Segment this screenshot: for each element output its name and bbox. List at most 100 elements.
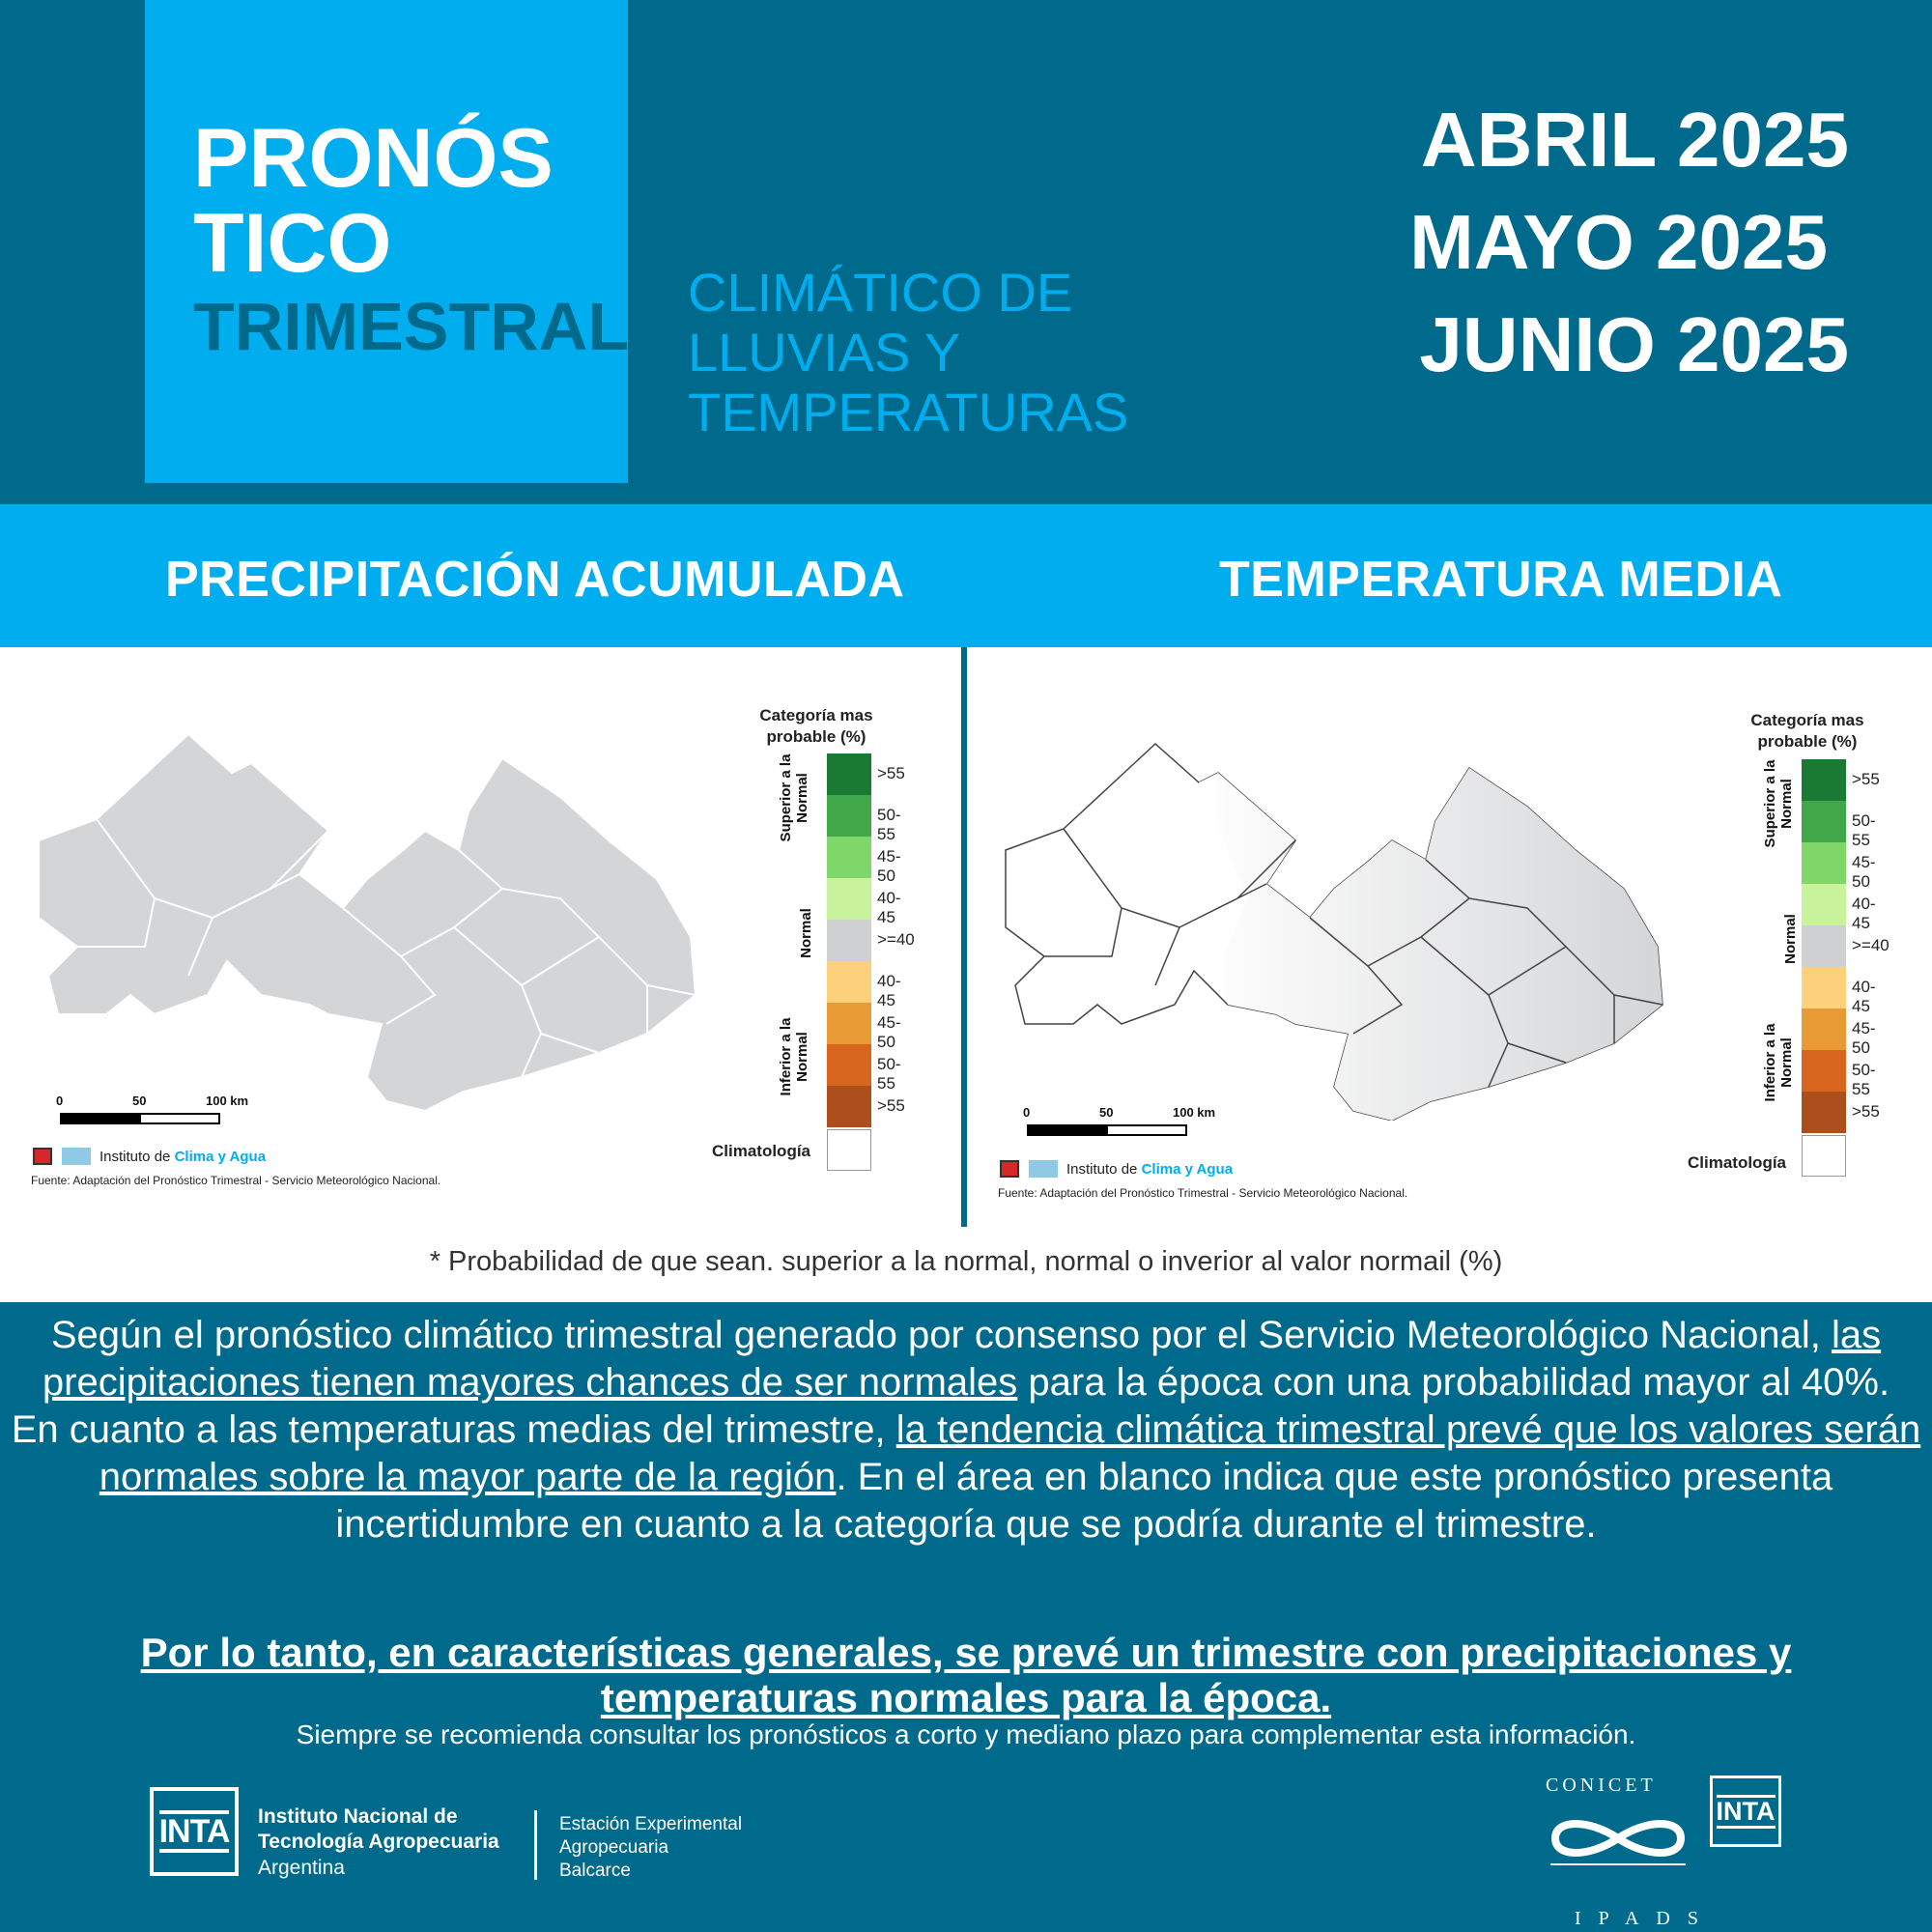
- scale-label-50-right: 50: [1099, 1105, 1114, 1120]
- legend-swatch: [1802, 801, 1846, 842]
- title-line2: TICO: [193, 197, 392, 290]
- legend-swatch: [1802, 1092, 1846, 1133]
- subtitle: CLIMÁTICO DE LLUVIAS Y TEMPERATURAS: [688, 263, 1171, 442]
- month-1: ABRIL 2025: [1420, 97, 1849, 183]
- map-source-right: Fuente: Adaptación del Pronóstico Trimes…: [998, 1186, 1408, 1200]
- legend-swatch-label: 45-50: [877, 1013, 901, 1051]
- book-icon: [62, 1148, 91, 1165]
- scale-label-100-right: 100 km: [1173, 1105, 1216, 1120]
- legend-swatch-label: 50-55: [1852, 811, 1876, 849]
- legend-title: Categoría mas probable (%): [759, 706, 873, 746]
- body-p1-underlined: las precipitaciones tienen mayores chanc…: [42, 1314, 1882, 1404]
- scale-label-100: 100 km: [206, 1094, 249, 1108]
- month-2: MAYO 2025: [1409, 199, 1828, 285]
- precipitation-borders: [77, 818, 696, 1078]
- body-p2-b: . En el área en blanco indica que este p…: [335, 1456, 1833, 1546]
- legend-normal-label-right: Normal: [1782, 914, 1799, 964]
- scale-label-0: 0: [56, 1094, 64, 1108]
- title-line3: TRIMESTRAL: [193, 289, 630, 364]
- body-text: Según el pronóstico climático trimestral…: [10, 1312, 1922, 1548]
- legend-superior-label-right: Superior a la Normal: [1762, 759, 1795, 848]
- book-icon-right: [1029, 1160, 1058, 1178]
- month-3: JUNIO 2025: [1419, 301, 1849, 387]
- org-separator: [534, 1810, 537, 1880]
- title-box: PRONÓS TICO TRIMESTRAL: [145, 0, 630, 483]
- legend-climatologia-swatch: [827, 1129, 871, 1171]
- temperature-normal-area: [1199, 768, 1662, 1121]
- legend-swatch-label: >55: [877, 1096, 905, 1115]
- scale-label-50: 50: [132, 1094, 147, 1108]
- legend-swatch-label: >=40: [877, 930, 915, 949]
- subtitle-line3: TEMPERATURAS: [688, 382, 1129, 442]
- scale-bar-right: [1027, 1124, 1187, 1136]
- legend-swatch-label: 45-50: [1852, 1019, 1876, 1057]
- map-divider: [961, 647, 967, 1227]
- legend-title-right: Categoría mas probable (%): [1750, 711, 1864, 751]
- legend-swatch: [827, 837, 871, 878]
- station-name: Estación Experimental Agropecuaria Balca…: [559, 1813, 742, 1883]
- body-p1-a: Según el pronóstico climático trimestral…: [50, 1314, 1833, 1356]
- legend-normal-label: Normal: [798, 908, 814, 958]
- legend-swatch-label: >55: [1852, 1102, 1880, 1121]
- legend-swatch-label: >=40: [1852, 936, 1889, 954]
- legend-swatch: [827, 795, 871, 837]
- months-list: ABRIL 2025 MAYO 2025 JUNIO 2025: [1409, 89, 1849, 396]
- legend-swatch-label: 45-50: [1852, 853, 1876, 891]
- inta-logo-secondary: INTA: [1710, 1776, 1781, 1847]
- legend-swatch: [1802, 1050, 1846, 1092]
- org-line2: Tecnología Agropecuaria: [258, 1831, 499, 1853]
- legend-swatch-label: 50-55: [877, 806, 901, 843]
- station-line3: Balcarce: [559, 1861, 631, 1881]
- legend-swatch: [827, 920, 871, 961]
- header: PRONÓS TICO TRIMESTRAL CLIMÁTICO DE LLUV…: [0, 0, 1932, 502]
- temperature-map: [1005, 742, 1663, 1121]
- legend-swatch-label: 45-50: [877, 847, 901, 885]
- inta-small-icon-right: [1000, 1160, 1019, 1178]
- legend-swatch: [1802, 925, 1846, 967]
- inta-small-icon: [33, 1148, 52, 1165]
- conicet-label: CONICET: [1546, 1775, 1657, 1796]
- ipads-label: IPADS: [1575, 1908, 1716, 1929]
- precipitation-map: [38, 732, 697, 1111]
- temperature-title: TEMPERATURA MEDIA: [1219, 552, 1783, 608]
- legend-swatch-label: >55: [1852, 770, 1880, 788]
- scale-label-0-right: 0: [1023, 1105, 1031, 1120]
- legend-inferior-label: Inferior a la Normal: [778, 1017, 810, 1096]
- legend-swatch-label: 40-45: [1852, 978, 1876, 1015]
- precipitation-region: [38, 732, 697, 1111]
- inta-logo: INTA: [150, 1787, 239, 1876]
- legend-swatch: [1802, 1009, 1846, 1050]
- section-bar: PRECIPITACIÓN ACUMULADA TEMPERATURA MEDI…: [0, 504, 1932, 647]
- institute-label: Instituto de Clima y Agua: [99, 1149, 267, 1165]
- legend-swatch: [827, 753, 871, 795]
- legend-swatch: [1802, 842, 1846, 884]
- station-line1: Estación Experimental: [559, 1814, 743, 1834]
- legend-swatch-label: 40-45: [1852, 895, 1876, 932]
- legend-climatologia-label: Climatología: [712, 1142, 811, 1160]
- map-source: Fuente: Adaptación del Pronóstico Trimes…: [31, 1174, 441, 1187]
- legend-swatch: [827, 878, 871, 920]
- org-name: Instituto Nacional de Tecnología Agropec…: [258, 1804, 499, 1855]
- legend-superior-label: Superior a la Normal: [778, 753, 810, 842]
- subtitle-line1: CLIMÁTICO DE: [688, 262, 1073, 323]
- legend-swatch-label: >55: [877, 764, 905, 782]
- precipitation-title: PRECIPITACIÓN ACUMULADA: [165, 552, 905, 608]
- institute-label-right: Instituto de Clima y Agua: [1066, 1161, 1234, 1178]
- org-line1: Instituto Nacional de: [258, 1805, 458, 1828]
- legend-swatch: [827, 1003, 871, 1044]
- recommendation: Siempre se recomienda consultar los pron…: [296, 1719, 1636, 1749]
- conclusion: Por lo tanto, en características general…: [140, 1630, 1792, 1720]
- legend-swatch-label: 40-45: [877, 972, 901, 1009]
- legend-swatch: [1802, 759, 1846, 801]
- infinity-logo-icon: [1550, 1820, 1686, 1865]
- temperature-borders: [1044, 828, 1663, 1088]
- legend-swatch-label: 40-45: [877, 889, 901, 926]
- legend-climatologia-swatch-right: [1802, 1135, 1846, 1177]
- body-p1-b: para la época con una probabilidad mayor…: [1017, 1361, 1890, 1404]
- footnote: * Probabilidad de que sean. superior a l…: [429, 1246, 1503, 1277]
- legend-swatch: [827, 1044, 871, 1086]
- body-p2-a: En cuanto a las temperaturas medias del …: [11, 1408, 896, 1451]
- legend-swatch-label: 50-55: [877, 1055, 901, 1093]
- legend-climatologia-label-right: Climatología: [1688, 1153, 1787, 1172]
- title-line1: PRONÓS: [193, 112, 554, 205]
